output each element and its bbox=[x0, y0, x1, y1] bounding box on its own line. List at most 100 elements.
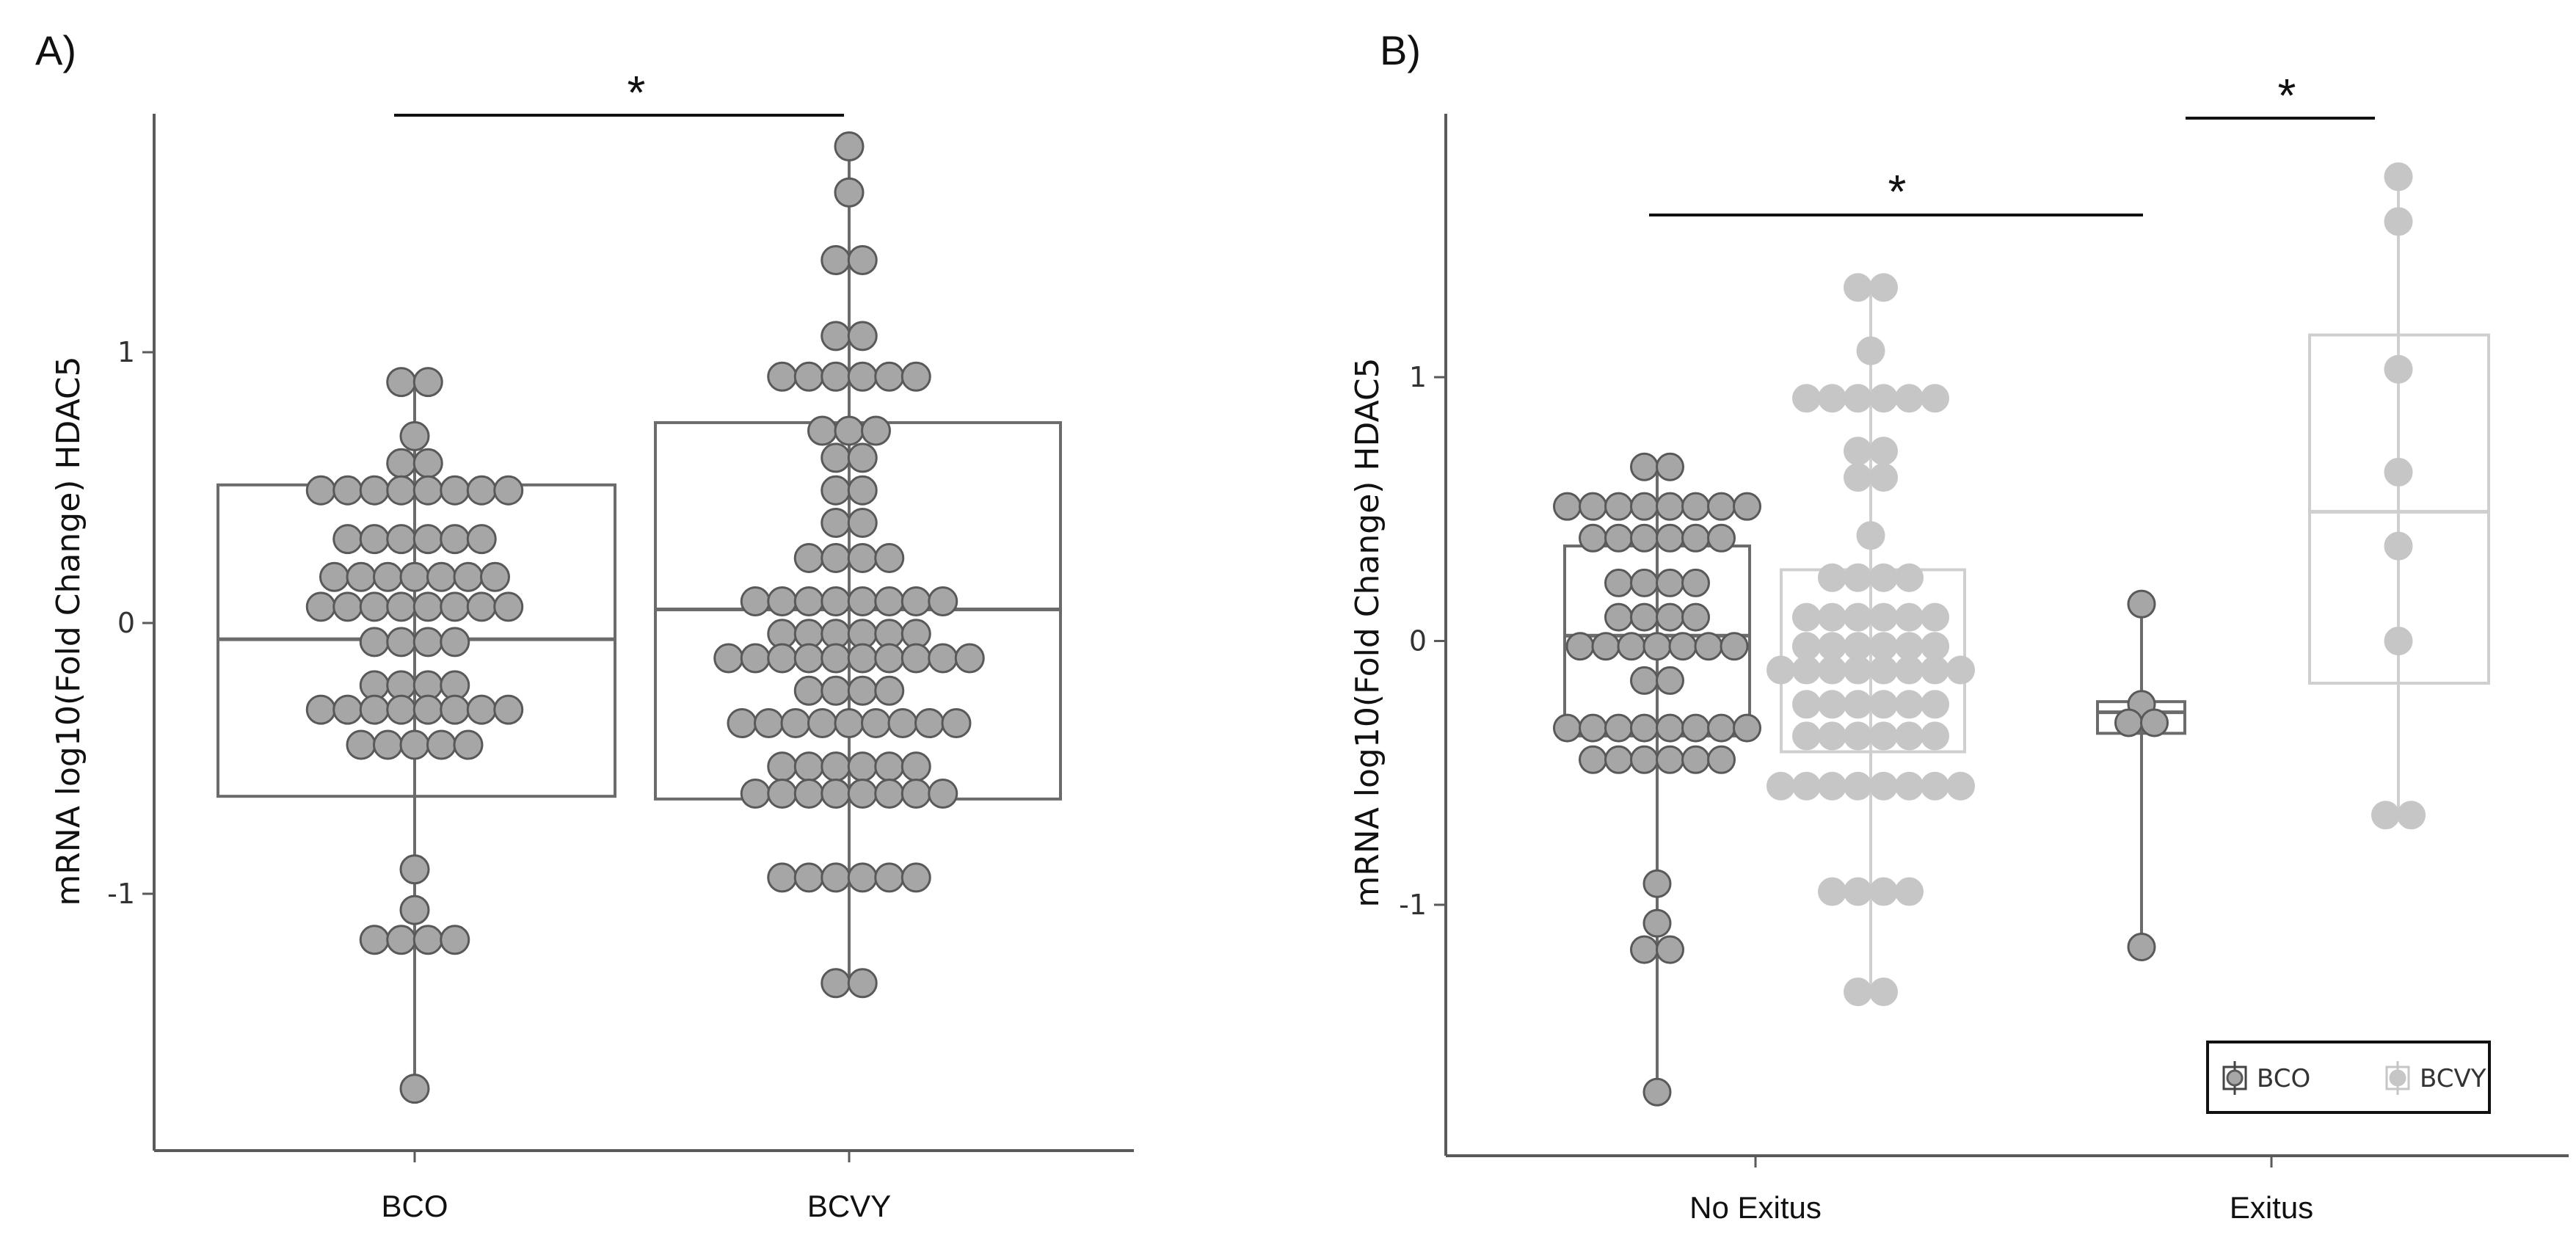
panel-b-y-tick-label-1: 1 bbox=[1409, 361, 1427, 393]
panel-a-bcvy-point bbox=[874, 643, 905, 674]
panel-b-no-exitus-bcvy-point bbox=[1921, 655, 1949, 685]
panel-a-bco-point bbox=[399, 895, 430, 925]
panel-b-no-exitus-bco-point bbox=[1617, 632, 1646, 661]
panel-a-bco-point bbox=[319, 561, 349, 592]
panel-b-no-exitus-bco-point bbox=[1591, 632, 1620, 661]
panel-a-bcvy-point bbox=[874, 675, 905, 706]
panel-a-bcvy-point bbox=[900, 751, 931, 782]
panel-b-no-exitus-bcvy-point bbox=[1869, 273, 1898, 302]
panel-b-no-exitus-bcvy-point bbox=[1869, 690, 1898, 719]
panel-a-bco-point bbox=[412, 925, 443, 955]
panel-b-no-exitus-bcvy-point bbox=[1895, 721, 1924, 751]
panel-b-no-exitus-bcvy-point bbox=[1792, 690, 1821, 719]
panel-b-plot-area bbox=[1553, 162, 2490, 1107]
legend-key-bco-dot bbox=[2226, 1069, 2244, 1087]
panel-b-no-exitus-bcvy-point bbox=[1869, 655, 1898, 685]
panel-a-bcvy-point bbox=[754, 708, 784, 739]
panel-b-no-exitus-bco-point bbox=[1604, 492, 1633, 521]
panel-b-no-exitus-bco-point bbox=[1656, 602, 1684, 632]
panel-b-no-exitus-bcvy-point bbox=[1818, 771, 1847, 801]
panel-a-bco-point bbox=[332, 694, 363, 725]
panel-b-no-exitus-bcvy-point bbox=[1895, 602, 1924, 632]
panel-b-no-exitus-bco-point bbox=[1579, 492, 1607, 521]
panel-a-bcvy-point bbox=[767, 778, 798, 809]
legend-key-bcvy bbox=[2385, 1061, 2410, 1095]
panel-a-bcvy-point bbox=[914, 708, 945, 739]
panel-a-bcvy-point bbox=[821, 751, 851, 782]
panel-a-bcvy-point bbox=[780, 708, 811, 739]
panel-a-bco-point bbox=[412, 694, 443, 725]
panel-b-no-exitus-bco-point bbox=[1630, 523, 1659, 553]
panel-b-x-tick-label-no-exitus: No Exitus bbox=[1689, 1190, 1822, 1225]
panel-a-bco-point bbox=[440, 524, 470, 555]
panel-b-exitus-bcvy-point bbox=[2371, 801, 2400, 830]
panel-a-bcvy-point bbox=[740, 778, 771, 809]
panel-a-bco-point bbox=[399, 1074, 430, 1104]
panel-a-bco-point bbox=[399, 561, 430, 592]
panel-b-no-exitus-bcvy-point bbox=[1921, 602, 1949, 632]
panel-a-sig-star: * bbox=[627, 66, 646, 119]
panel-b-no-exitus-bco-point bbox=[1668, 632, 1698, 661]
panel-a-bco-point bbox=[466, 524, 497, 555]
panel-a-bcvy-point bbox=[793, 751, 824, 782]
panel-b-no-exitus-bcvy-point bbox=[1844, 721, 1872, 751]
panel-b-no-exitus-bco-point bbox=[1604, 713, 1633, 743]
panel-a-bcvy-point bbox=[807, 708, 837, 739]
panel-b-no-exitus-bcvy-point bbox=[1921, 384, 1949, 413]
panel-a-bco-point bbox=[412, 475, 443, 506]
panel-b-y-tick-label-0: 0 bbox=[1409, 625, 1427, 657]
panel-a-bcvy-point bbox=[793, 862, 824, 893]
panel-a-x-tick-label-bco: BCO bbox=[381, 1189, 448, 1223]
panel-a-bco-point bbox=[373, 729, 403, 760]
panel-a-bco-point bbox=[426, 729, 456, 760]
panel-b-no-exitus-bcvy-point bbox=[1869, 877, 1898, 906]
panel-b-no-exitus-bco-point bbox=[1707, 713, 1736, 743]
panel-a-y-tick-label-1: 1 bbox=[117, 336, 135, 368]
panel-a-bcvy-point bbox=[847, 542, 878, 573]
panel-a-bco-point bbox=[359, 524, 390, 555]
panel-b-no-exitus-bco-point bbox=[1604, 568, 1633, 597]
panel-a-bco-point bbox=[386, 448, 417, 478]
panel-a-bcvy-point bbox=[900, 586, 931, 616]
panel-a-bco-point bbox=[466, 475, 497, 506]
panel-b-no-exitus-bco-point bbox=[1656, 492, 1684, 521]
panel-b-no-exitus-bcvy-point bbox=[1818, 721, 1847, 751]
panel-a-bcvy-point bbox=[900, 862, 931, 893]
panel-b-no-exitus-bco-point bbox=[1642, 1077, 1672, 1107]
panel-b-no-exitus-bco-point bbox=[1630, 568, 1659, 597]
panel-a-bcvy-point bbox=[793, 361, 824, 392]
panel-a-bco-point bbox=[359, 591, 390, 622]
panel-a-bcvy-point bbox=[821, 675, 851, 706]
panel-a-bcvy-point bbox=[847, 245, 878, 276]
panel-b-exitus-bco-point bbox=[2114, 708, 2143, 737]
panel-b-no-exitus-bcvy-point bbox=[1844, 877, 1872, 906]
panel-a-bco-point bbox=[332, 591, 363, 622]
panel-b-no-exitus-bcvy-point bbox=[1895, 690, 1924, 719]
panel-b-no-exitus-bcvy-point bbox=[1869, 632, 1898, 661]
legend-label-bco: BCO bbox=[2257, 1064, 2310, 1093]
panel-b-no-exitus-bcvy-point bbox=[1869, 384, 1898, 413]
panel-a-bco-point bbox=[480, 561, 510, 592]
panel-a-bcvy-point bbox=[874, 586, 905, 616]
panel-b-no-exitus-bco-point bbox=[1656, 666, 1684, 695]
panel-b-no-exitus-bco-point bbox=[1642, 632, 1672, 661]
panel-b-no-exitus-bcvy-point bbox=[1844, 384, 1872, 413]
panel-a-bcvy-point bbox=[834, 708, 865, 739]
panel-a-bcvy-point bbox=[847, 778, 878, 809]
panel-a-bco-point bbox=[399, 420, 430, 451]
panel-b-no-exitus-bcvy-point bbox=[1946, 655, 1975, 685]
panel-b-no-exitus-bcvy-point bbox=[1818, 655, 1847, 685]
panel-b-no-exitus-bcvy-point bbox=[1869, 602, 1898, 632]
panel-b-no-exitus-bcvy-point bbox=[1844, 563, 1872, 592]
panel-b-no-exitus-bco-point bbox=[1707, 745, 1736, 774]
panel-a-bcvy-point bbox=[847, 675, 878, 706]
panel-b-no-exitus-bcvy-point bbox=[1818, 690, 1847, 719]
panel-a-bcvy-point bbox=[793, 542, 824, 573]
panel-a-bco-point bbox=[359, 694, 390, 725]
panel-b-no-exitus-bcvy-point bbox=[1895, 655, 1924, 685]
legend-key-bcvy-dot bbox=[2389, 1069, 2406, 1087]
panel-b-no-exitus-bcvy-point bbox=[1895, 384, 1924, 413]
panel-a-bco-point bbox=[493, 475, 524, 506]
panel-b-no-exitus-bco-point bbox=[1630, 492, 1659, 521]
